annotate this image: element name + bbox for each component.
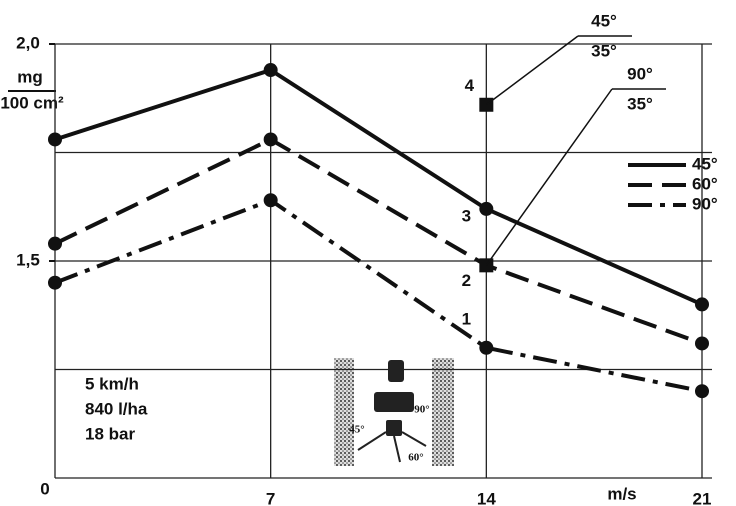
- point-label: 2: [462, 271, 471, 290]
- annotation-denominator: 35°: [627, 94, 653, 113]
- annotation-numerator: 45°: [591, 11, 617, 30]
- marker: [264, 193, 278, 207]
- marker: [264, 63, 278, 77]
- y-tick-label: 1,5: [16, 250, 40, 269]
- marker: [695, 297, 709, 311]
- y-label-top: mg: [17, 67, 43, 86]
- chart: mg 100 cm² m/s 0714211,52,0345°260°190°4…: [0, 0, 736, 506]
- x-label: m/s: [607, 484, 636, 503]
- legend-label: 45°: [692, 154, 718, 173]
- x-tick-label: 21: [693, 489, 712, 506]
- marker: [48, 276, 62, 290]
- annotation-leader: [486, 36, 578, 105]
- x-tick-label: 7: [266, 489, 275, 506]
- illustration-label: 45°: [349, 424, 364, 436]
- illustration-label: 90°: [414, 404, 429, 416]
- annotation-numerator: 90°: [627, 64, 653, 83]
- condition-text: 18 bar: [85, 424, 135, 443]
- y-tick-label: 2,0: [16, 33, 40, 52]
- legend-label: 60°: [692, 174, 718, 193]
- illustration-label: 60°: [408, 452, 423, 464]
- point-label: 1: [462, 309, 471, 328]
- annotation-denominator: 35°: [591, 41, 617, 60]
- marker: [479, 202, 493, 216]
- condition-text: 5 km/h: [85, 374, 139, 393]
- legend-label: 90°: [692, 194, 718, 213]
- illustration: [334, 358, 454, 466]
- point-label: 3: [462, 206, 471, 225]
- marker: [479, 341, 493, 355]
- marker: [695, 336, 709, 350]
- marker: [48, 237, 62, 251]
- marker: [48, 132, 62, 146]
- series-line: [55, 200, 702, 391]
- point-label: 4: [465, 76, 475, 95]
- x-tick-label: 14: [477, 489, 496, 506]
- series-line: [55, 70, 702, 304]
- series-line: [55, 139, 702, 343]
- x-tick-label: 0: [40, 479, 49, 498]
- marker: [264, 132, 278, 146]
- marker: [695, 384, 709, 398]
- condition-text: 840 l/ha: [85, 399, 148, 418]
